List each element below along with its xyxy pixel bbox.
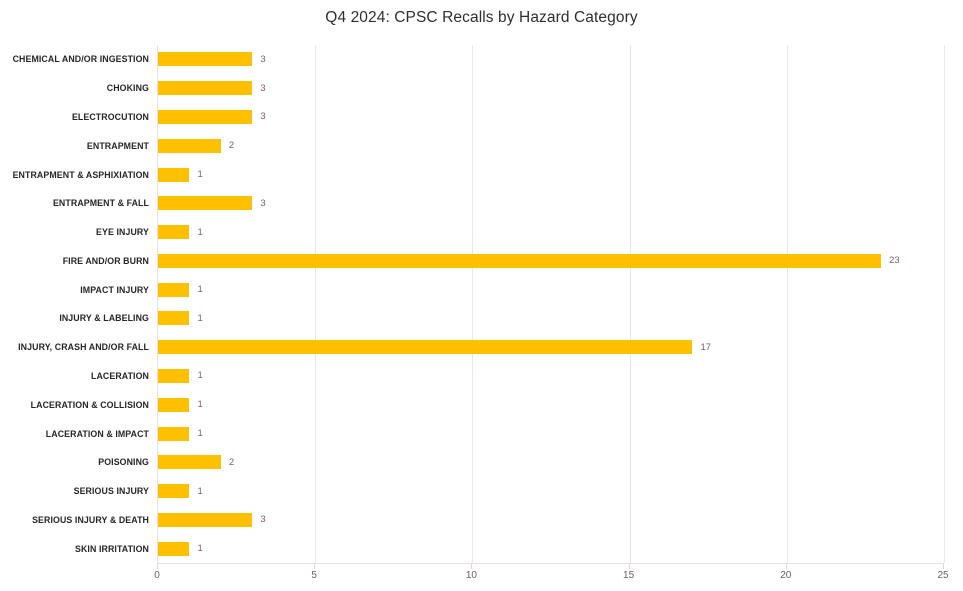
bar-row: ENTRAPMENT 2 [87, 131, 944, 160]
category-label: INJURY & LABELING [59, 313, 149, 324]
tick-label: 10 [465, 570, 477, 581]
tick-mark [157, 564, 158, 569]
bar [158, 167, 190, 182]
value-label: 1 [197, 226, 203, 238]
bar [158, 81, 253, 96]
bar-row: CHEMICAL AND/OR INGESTION 3 [13, 45, 944, 74]
value-label: 2 [228, 140, 235, 152]
x-axis-tick-marks [157, 564, 944, 569]
bar-row: LACERATION 1 [91, 362, 944, 391]
bar-row: ENTRAPMENT & FALL 3 [53, 189, 944, 218]
bar [158, 484, 190, 499]
category-label: IMPACT INJURY [80, 284, 149, 295]
value-label: 1 [197, 399, 203, 411]
bar [158, 368, 190, 383]
bar [158, 253, 882, 268]
category-label: ENTRAPMENT & FALL [52, 198, 149, 209]
category-label: POISONING [98, 457, 149, 468]
category-label: FIRE AND/OR BURN [62, 255, 149, 266]
bar [158, 455, 221, 470]
category-label: ELECTROCUTION [71, 111, 149, 122]
value-label: 3 [260, 53, 266, 65]
tick-label: 25 [937, 570, 949, 581]
gridline [944, 45, 945, 563]
bar-row: CHOKING 3 [107, 74, 944, 103]
category-label: SERIOUS INJURY [73, 486, 149, 497]
bar [158, 512, 253, 527]
bar-row: ENTRAPMENT & ASPHIXIATION 1 [13, 160, 944, 189]
value-label: 3 [260, 82, 266, 94]
value-label: 1 [197, 428, 203, 440]
category-label: CHEMICAL AND/OR INGESTION [12, 54, 149, 65]
tick-mark [628, 564, 630, 569]
category-label: EYE INJURY [96, 227, 149, 238]
bar-row: FIRE AND/OR BURN 23 [63, 246, 944, 275]
bar-row: POISONING 2 [98, 448, 944, 477]
x-axis-tick-labels: 0 5 10 15 20 25 [154, 570, 948, 584]
value-label: 1 [197, 169, 203, 181]
bar [158, 196, 253, 211]
category-label: SERIOUS INJURY & DEATH [32, 514, 149, 525]
bar-row: EYE INJURY 1 [96, 218, 944, 247]
tick-mark [314, 564, 316, 569]
value-label: 2 [228, 456, 235, 468]
bar [158, 138, 221, 153]
bar-row: LACERATION & IMPACT 1 [46, 419, 944, 448]
category-label: CHOKING [106, 83, 149, 94]
category-label: SKIN IRRITATION [75, 543, 149, 554]
value-label: 3 [260, 197, 266, 209]
tick-mark [471, 564, 473, 569]
bar [158, 225, 190, 240]
category-label: ENTRAPMENT [86, 140, 149, 151]
bar-row: INJURY & LABELING 1 [59, 304, 944, 333]
bar [158, 541, 190, 556]
value-label: 1 [197, 485, 203, 497]
tick-label: 20 [780, 570, 792, 581]
bar-row: INJURY, CRASH AND/OR FALL 17 [18, 333, 944, 362]
tick-mark [943, 564, 944, 569]
value-label: 1 [197, 284, 203, 296]
bar-row: SERIOUS INJURY & DEATH 3 [32, 506, 944, 535]
plot-area: CHEMICAL AND/OR INGESTION 3 CHOKING 3 EL… [13, 45, 945, 564]
bar [158, 397, 190, 412]
category-label: INJURY, CRASH AND/OR FALL [18, 342, 149, 353]
bar-row: LACERATION & COLLISION 1 [31, 390, 944, 419]
bar-row: ELECTROCUTION 3 [72, 103, 944, 132]
bar-row: SERIOUS INJURY 1 [74, 477, 944, 506]
bar-row: IMPACT INJURY 1 [80, 275, 944, 304]
bar [158, 109, 253, 124]
bar [158, 282, 190, 297]
tick-label: 15 [623, 570, 635, 581]
bar [158, 426, 190, 441]
category-label: ENTRAPMENT & ASPHIXIATION [12, 169, 149, 180]
tick-mark [785, 564, 787, 569]
category-label: LACERATION & IMPACT [45, 428, 149, 439]
value-label: 1 [197, 543, 203, 555]
tick-label: 0 [154, 570, 160, 581]
category-label: LACERATION [90, 370, 149, 381]
value-label: 3 [260, 514, 266, 526]
category-label: LACERATION & COLLISION [30, 399, 149, 410]
chart-title: Q4 2024: CPSC Recalls by Hazard Category [325, 9, 638, 26]
value-label: 23 [889, 255, 900, 267]
value-label: 1 [197, 312, 203, 324]
tick-label: 5 [311, 570, 317, 581]
value-label: 17 [700, 341, 712, 353]
bar [158, 311, 190, 326]
value-label: 1 [197, 370, 203, 382]
bar [158, 340, 693, 355]
bar-row: SKIN IRRITATION 1 [75, 534, 944, 563]
value-label: 3 [260, 111, 266, 123]
bar [158, 52, 253, 67]
